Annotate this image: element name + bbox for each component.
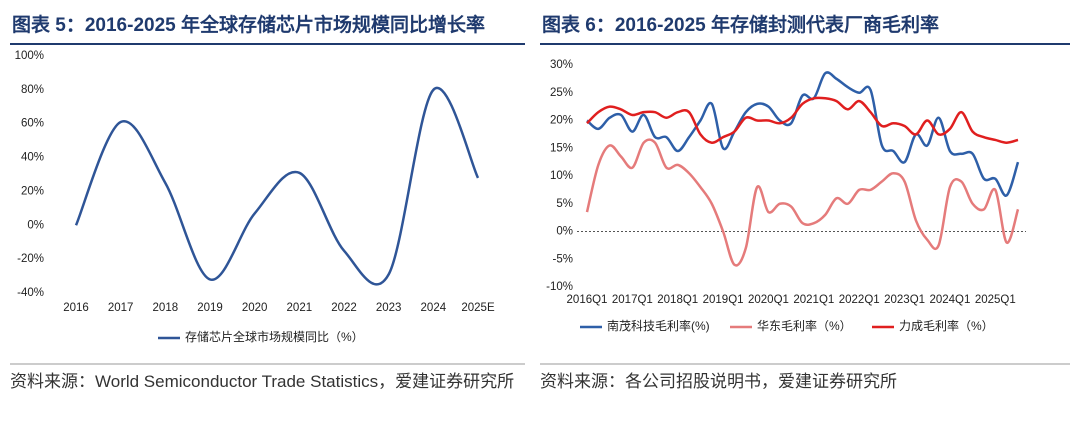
y-tick-label: 10% [550,170,573,182]
source: 资料来源：各公司招股说明书，爱建证券研究所 [540,372,897,391]
y-tick-label: -40% [17,287,44,299]
y-tick-label: 30% [550,59,573,71]
series-line [586,71,1020,197]
x-tick-label: 2021Q1 [793,294,834,306]
x-tick-label: 2022Q1 [839,294,880,306]
y-tick-label: 80% [21,84,44,96]
legend-label: 力成毛利率（%） [899,318,994,333]
y-tick-label: -5% [553,253,573,265]
y-tick-label: 20% [21,185,44,197]
x-tick-label: 2023Q1 [884,294,925,306]
x-tick-label: 2017 [108,302,134,314]
chart-title: 图表 6：2016-2025 年存储封测代表厂商毛利率 [542,13,939,36]
source: 资料来源：World Semiconductor Trade Statistic… [10,372,515,391]
y-tick-label: 100% [15,50,44,62]
x-tick-label: 2017Q1 [612,294,653,306]
y-tick-label: 0% [556,226,573,238]
x-tick-label: 2019 [197,302,223,314]
y-tick-label: 0% [27,219,44,231]
x-tick-label: 2025Q1 [975,294,1016,306]
chart-title: 图表 5：2016-2025 年全球存储芯片市场规模同比增长率 [12,13,485,36]
y-tick-label: 20% [550,115,573,127]
x-tick-label: 2022 [331,302,357,314]
x-tick-label: 2020 [242,302,268,314]
x-tick-label: 2024Q1 [929,294,970,306]
x-tick-label: 2025E [461,302,495,314]
x-tick-label: 2021 [287,302,313,314]
x-tick-label: 2019Q1 [703,294,744,306]
x-tick-label: 2024 [421,302,447,314]
y-tick-label: -10% [546,281,573,293]
y-tick-label: 15% [550,142,573,154]
series-line [74,86,480,286]
y-tick-label: 40% [21,152,44,164]
y-tick-label: -20% [17,253,44,265]
series-line [585,138,1020,267]
legend-label: 南茂科技毛利率(%) [607,318,710,333]
series-line [586,96,1019,144]
y-tick-label: 60% [21,118,44,130]
x-tick-label: 2016 [63,302,89,314]
y-tick-label: 25% [550,87,573,99]
x-tick-label: 2020Q1 [748,294,789,306]
y-tick-label: 5% [556,198,573,210]
x-tick-label: 2023 [376,302,402,314]
x-tick-label: 2018 [153,302,179,314]
legend-label: 华东毛利率（%） [757,318,852,333]
legend-label: 存储芯片全球市场规模同比（%） [185,329,364,344]
x-tick-label: 2018Q1 [657,294,698,306]
x-tick-label: 2016Q1 [567,294,608,306]
